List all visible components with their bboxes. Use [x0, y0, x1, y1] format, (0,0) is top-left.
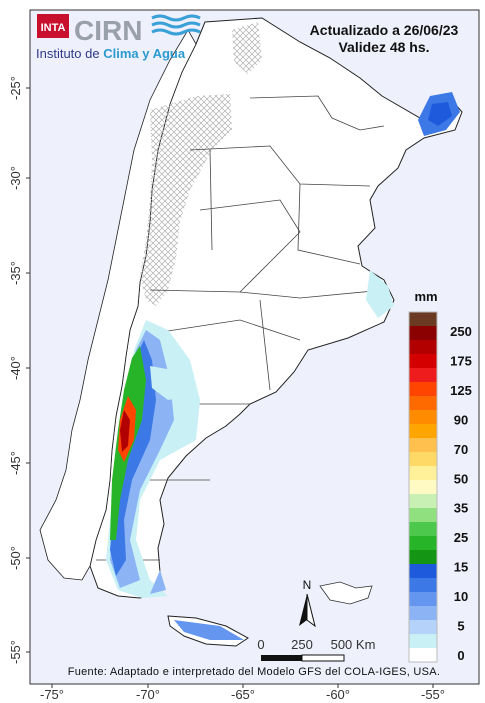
legend-swatch [409, 578, 437, 593]
inta-text: INTA [41, 22, 66, 34]
scale-label: 500 Km [331, 637, 376, 652]
updated-label: Actualizado a 26/06/23 [310, 22, 459, 38]
malvinas-islands [319, 581, 373, 605]
lon-label: -60° [326, 687, 350, 702]
lat-label: -30° [8, 166, 23, 190]
legend-label: 175 [450, 353, 472, 368]
lon-label: -70° [136, 687, 160, 702]
andes-hatch [140, 94, 232, 306]
cirn-logo: INTA CIRN Instituto de Clima y Agua [36, 14, 201, 61]
puna-hatch [232, 22, 262, 74]
legend-label: 35 [454, 501, 468, 516]
legend-swatch [409, 354, 437, 369]
legend-swatch [409, 452, 437, 467]
legend-swatch [409, 480, 437, 495]
lat-label: -50° [8, 546, 23, 570]
lat-label: -25° [8, 76, 23, 100]
legend-swatch [409, 564, 437, 579]
institute-text: Instituto de Clima y Agua [36, 46, 186, 61]
legend-unit: mm [414, 289, 437, 304]
scale-label: 0 [257, 637, 264, 652]
legend-label: 15 [454, 560, 468, 575]
legend-swatch [409, 466, 437, 481]
legend-swatch [409, 536, 437, 551]
north-label: N [303, 578, 312, 592]
lat-label: -45° [8, 451, 23, 475]
north-arrow-icon: N [299, 578, 316, 628]
legend-color-bar [408, 311, 438, 663]
legend-swatch [409, 522, 437, 537]
lon-axis: -75° -70° -65° -60° -55° [40, 684, 445, 702]
legend-label: 90 [454, 412, 468, 427]
scale-label: 250 [291, 637, 313, 652]
legend-swatch [409, 508, 437, 523]
legend-swatch [409, 494, 437, 509]
legend-swatch [409, 368, 437, 383]
legend-swatch [409, 424, 437, 439]
legend-label: 70 [454, 442, 468, 457]
lat-label: -35° [8, 261, 23, 285]
legend-swatch [409, 592, 437, 607]
legend-border [408, 311, 438, 663]
precip-fields [106, 92, 460, 640]
legend-swatch [409, 382, 437, 397]
lon-label: -75° [40, 687, 64, 702]
legend-label: 125 [450, 383, 472, 398]
validity-label: Validez 48 hs. [338, 39, 429, 55]
legend-swatch [409, 312, 437, 327]
lat-axis: -25° -30° -35° -40° -45° -50° -55° [8, 76, 30, 664]
legend-label: 50 [454, 471, 468, 486]
legend-swatch [409, 648, 437, 663]
legend-swatch [409, 620, 437, 635]
legend-label: 250 [450, 324, 472, 339]
legend-swatch [409, 634, 437, 649]
legend-swatch [409, 396, 437, 411]
scale-bar: 0 250 500 Km [257, 637, 376, 662]
lat-label: -55° [8, 640, 23, 664]
source-text: Fuente: Adaptado e interpretado del Mode… [68, 666, 441, 678]
legend-swatch [409, 550, 437, 565]
cirn-text: CIRN [74, 15, 142, 46]
legend-swatch [409, 606, 437, 621]
legend-label: 10 [454, 589, 468, 604]
legend-swatch [409, 410, 437, 425]
legend-label: 5 [457, 619, 464, 634]
legend-label: 0 [457, 648, 464, 663]
legend-swatch [409, 326, 437, 341]
legend-swatch [409, 340, 437, 355]
lon-label: -65° [231, 687, 255, 702]
legend-label: 25 [454, 530, 468, 545]
inta-badge [37, 14, 69, 38]
lon-label: -55° [421, 687, 445, 702]
legend-swatch [409, 438, 437, 453]
lat-label: -40° [8, 356, 23, 380]
waves-icon [151, 14, 201, 36]
